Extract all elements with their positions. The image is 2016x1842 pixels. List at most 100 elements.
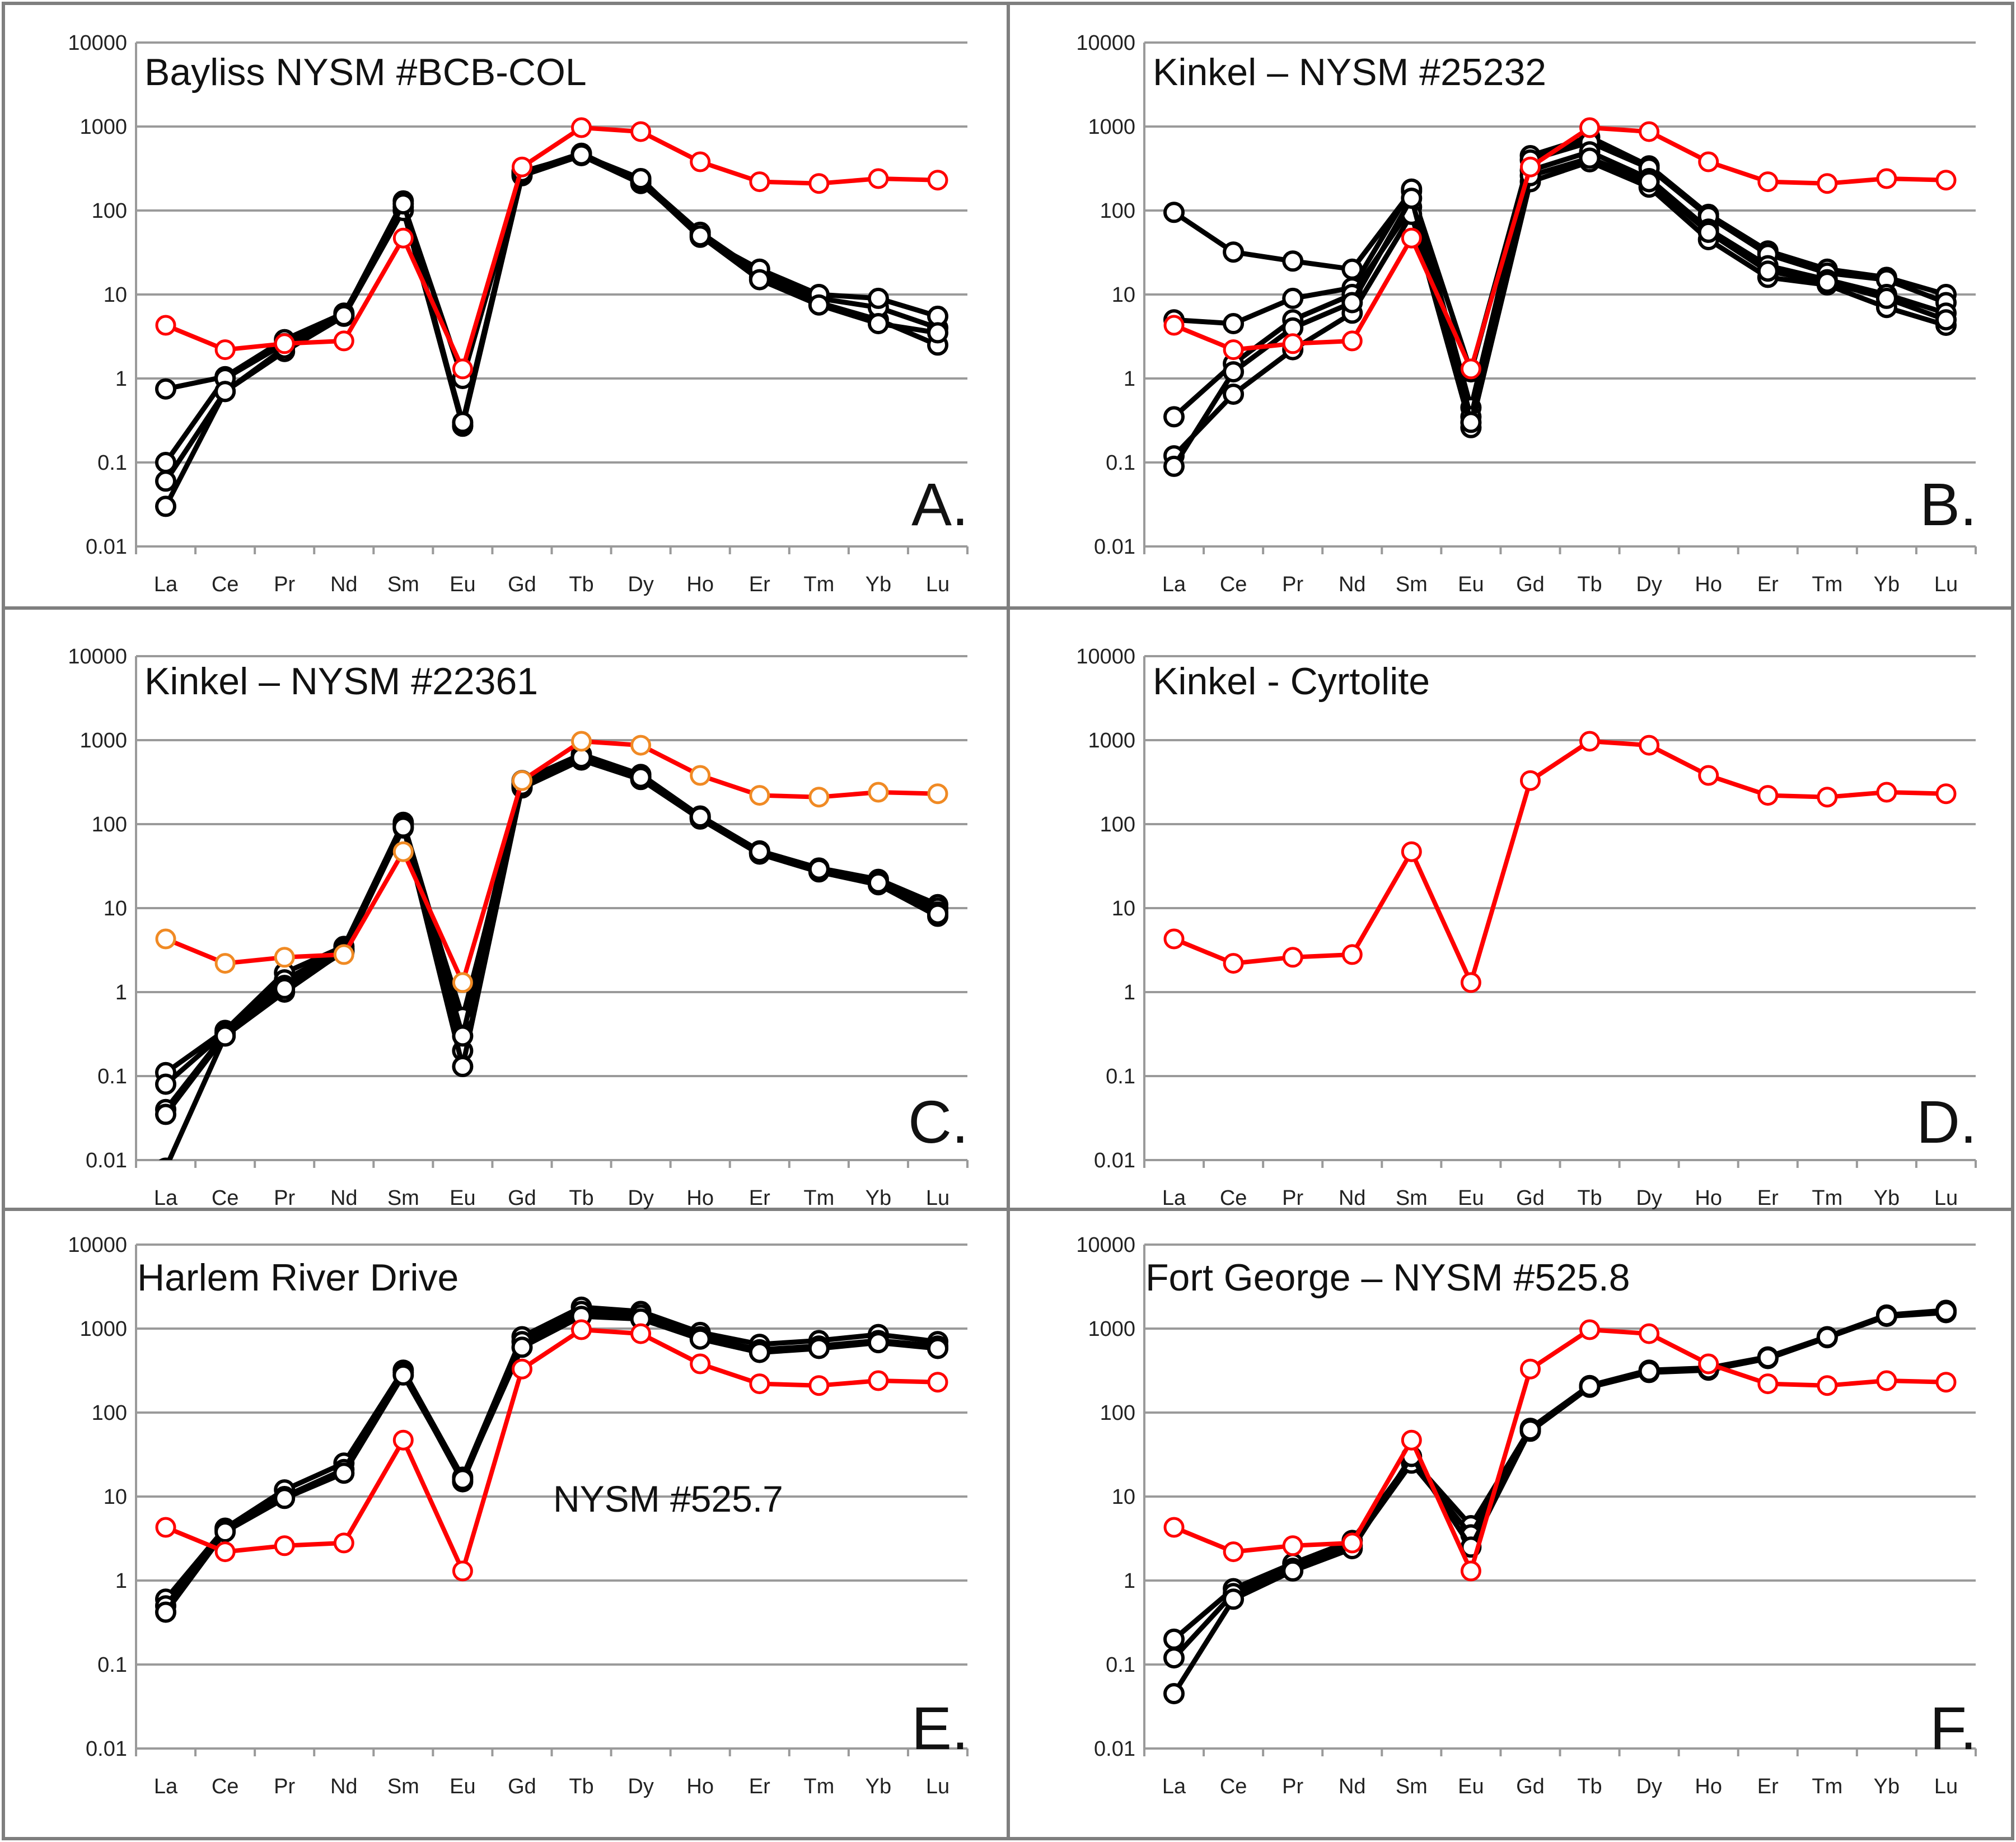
data-point (1282, 287, 1304, 309)
data-point (868, 782, 889, 803)
data-point (1341, 1532, 1363, 1554)
x-tick-label: Tb (1577, 1186, 1602, 1210)
data-point (1876, 168, 1897, 189)
data-point (452, 1025, 474, 1047)
y-tick-label: 0.1 (97, 1653, 127, 1677)
y-tick-label: 1000 (1088, 115, 1135, 139)
data-point (1935, 783, 1957, 805)
x-tick-label: Yb (866, 1775, 891, 1798)
data-point (867, 1332, 889, 1354)
data-point (689, 225, 711, 247)
series-cyrtolite-reference (155, 1319, 948, 1582)
y-tick-label: 10 (104, 1485, 127, 1509)
x-tick-label: Tm (803, 1186, 834, 1210)
x-tick-label: Ho (1695, 1186, 1722, 1210)
y-tick-label: 1000 (1088, 729, 1135, 752)
data-point (808, 294, 830, 316)
data-point (1579, 1376, 1601, 1397)
x-tick-label: Er (749, 1186, 770, 1210)
data-point (155, 1104, 176, 1125)
data-point (1876, 1370, 1897, 1391)
data-point (155, 1517, 176, 1538)
data-point (808, 787, 830, 808)
data-point (1163, 315, 1185, 336)
data-point (452, 358, 473, 380)
x-tick-label: Gd (508, 573, 536, 596)
data-point (630, 766, 652, 788)
data-point (1163, 455, 1185, 477)
data-point (689, 1328, 711, 1350)
x-tick-label: Gd (508, 1186, 536, 1210)
x-tick-label: Nd (330, 1775, 358, 1798)
x-tick-label: Lu (1934, 573, 1958, 596)
y-tick-label: 0.01 (86, 1149, 127, 1172)
x-tick-label: Ce (212, 573, 239, 596)
data-point (1520, 1358, 1541, 1380)
x-tick-label: Yb (1874, 1186, 1900, 1210)
x-tick-label: Sm (387, 1186, 419, 1210)
y-tick-label: 0.01 (1094, 535, 1135, 559)
y-tick-label: 0.01 (86, 535, 127, 559)
data-point (155, 470, 176, 492)
data-point (155, 1073, 176, 1095)
data-point (1639, 1323, 1660, 1344)
data-point (1223, 953, 1244, 974)
data-point (1816, 272, 1838, 293)
x-tick-label: Ce (1220, 1186, 1247, 1210)
data-point (1341, 292, 1363, 314)
data-point (1935, 1372, 1957, 1393)
data-point (1282, 250, 1304, 272)
data-point (690, 765, 711, 786)
y-tick-label: 10000 (1076, 31, 1135, 55)
x-tick-label: Er (749, 573, 770, 596)
x-tick-label: Gd (508, 1775, 536, 1798)
data-point (1223, 1588, 1245, 1610)
x-tick-label: Eu (1458, 1186, 1484, 1210)
x-tick-label: Eu (1458, 1775, 1484, 1798)
y-tick-label: 0.1 (1106, 1065, 1135, 1088)
data-point (571, 1319, 592, 1340)
data-point (1163, 1647, 1185, 1669)
data-point (155, 495, 176, 517)
data-point (1698, 151, 1719, 172)
x-tick-label: Ce (1220, 573, 1247, 596)
data-point (1697, 221, 1719, 243)
panel-letter: F. (1930, 1694, 1977, 1762)
data-point (1223, 384, 1245, 405)
data-point (927, 903, 948, 925)
x-tick-label: Sm (387, 1775, 419, 1798)
x-tick-label: Lu (926, 1186, 949, 1210)
data-point (1817, 173, 1838, 194)
data-point (214, 339, 236, 361)
y-tick-label: 1 (115, 981, 127, 1004)
x-tick-label: Nd (330, 573, 358, 596)
x-tick-label: Eu (450, 1775, 475, 1798)
y-tick-label: 0.01 (86, 1737, 127, 1761)
data-point (392, 1429, 414, 1451)
y-tick-label: 0.01 (1094, 1737, 1135, 1761)
x-tick-label: Pr (274, 1186, 295, 1210)
data-point (1223, 313, 1245, 334)
data-point (155, 928, 176, 950)
panel-title: Fort George – NYSM #525.8 (1145, 1256, 1630, 1299)
y-tick-label: 1 (1124, 1569, 1135, 1593)
data-point (1757, 260, 1779, 282)
data-point (274, 978, 296, 999)
data-point (1163, 1628, 1185, 1650)
x-tick-label: Er (1757, 1186, 1779, 1210)
data-point (333, 305, 355, 326)
y-tick-label: 100 (92, 199, 127, 223)
x-tick-label: Er (749, 1775, 770, 1798)
x-tick-label: Tm (1812, 573, 1842, 596)
data-point (1163, 928, 1185, 950)
data-point (749, 1373, 770, 1395)
data-point (155, 1601, 176, 1623)
x-tick-label: Yb (866, 1186, 891, 1210)
series-sample-3 (155, 1306, 948, 1623)
x-tick-label: Pr (1282, 573, 1303, 596)
y-tick-label: 1 (1124, 981, 1135, 1004)
panel-c: 0.01 0.1 1 10 100 1000 10000 La Ce Pr Nd Sm Eu Gd Tb Dy… (68, 645, 969, 1210)
y-tick-label: 10000 (1076, 645, 1135, 668)
data-point (630, 121, 652, 142)
